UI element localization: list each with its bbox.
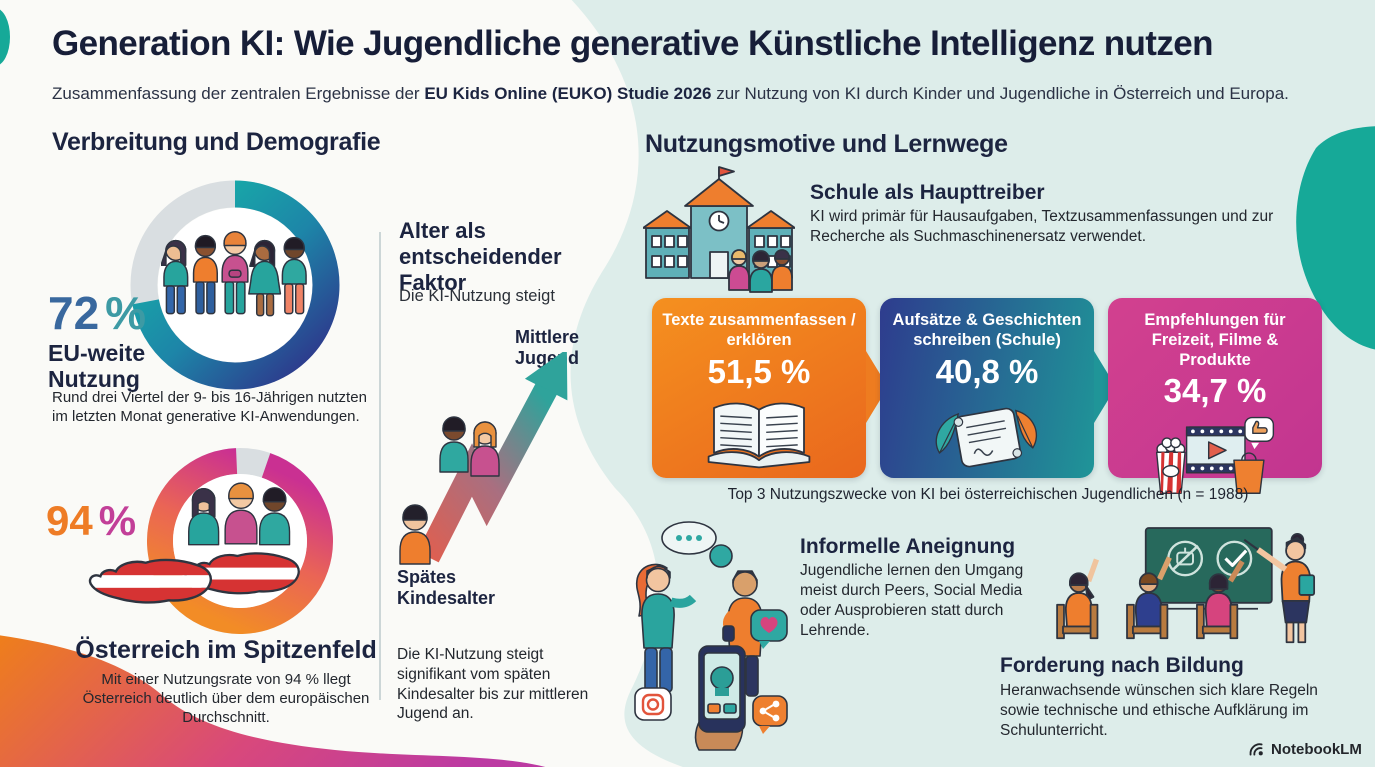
teens-group-icon: [161, 231, 307, 317]
page-subtitle: Zusammenfassung der zentralen Ergebnisse…: [52, 84, 1289, 104]
cards-caption: Top 3 Nutzungszwecke von KI bei österrei…: [727, 486, 1249, 503]
stat-card-title: Aufsätze & Geschichten schreiben (Schule…: [892, 311, 1082, 349]
stat-eu-value: 72%: [48, 287, 147, 339]
education-block-text: Heranwachsende wünschen sich klare Regel…: [1000, 682, 1318, 740]
stat-card-texte: Texte zusammenfassen / erklören 51,5 %: [652, 298, 866, 478]
stat-austria-title: Österreich im Spitzenfeld: [75, 636, 377, 664]
section-heading-nutzungsmotive: Nutzungsmotive und Lernwege: [645, 130, 1008, 158]
subtitle-pre: Zusammenfassung der zentralen Ergebnisse…: [52, 84, 425, 103]
stat-card-value: 40,8 %: [935, 352, 1039, 390]
stat-card-value: 34,7 %: [1163, 372, 1267, 410]
stat-card-empfehlungen: Empfehlungen für Freizeit, Filme & Produ…: [1108, 298, 1322, 495]
teens-trio-icon: [188, 482, 291, 546]
notebooklm-logo-icon: [1249, 743, 1263, 756]
stat-austria-caption: Mit einer Nutzungsrate von 94 % llegt Ös…: [82, 671, 370, 727]
stat-card-aufsaetze: Aufsätze & Geschichten schreiben (Schule…: [880, 298, 1094, 478]
school-block-title: Schule als Haupttreiber: [810, 181, 1045, 204]
stat-card-value: 51,5 %: [707, 352, 811, 390]
austria-map-icon-inner: [184, 552, 300, 595]
stat-eu-caption: Rund drei Viertel der 9- bis 16-Jährigen…: [52, 389, 367, 426]
section-heading-demografie: Verbreitung und Demografie: [52, 128, 381, 156]
age-caption: Die KI-Nutzung steigt signifikant vom sp…: [397, 646, 589, 723]
open-book-icon: [707, 402, 811, 468]
scroll-and-feathers-icon: [935, 407, 1038, 467]
notebooklm-label: NotebookLM: [1271, 741, 1362, 758]
school-building-icon: [643, 166, 795, 293]
stat-austria-value: 94%: [46, 497, 137, 544]
classroom-illustration: [1056, 527, 1316, 644]
column-divider: [379, 232, 381, 700]
page-title: Generation KI: Wie Jugendliche generativ…: [52, 24, 1213, 63]
media-popcorn-shopping-icon: [1155, 417, 1275, 495]
subtitle-study-name: EU Kids Online (EUKO) Studie 2026: [424, 84, 712, 103]
school-block-text: KI wird primär für Hausaufgaben, Textzus…: [810, 208, 1274, 246]
age-bottom-label: Spätes Kindesalter: [397, 567, 496, 608]
education-block-title: Forderung nach Bildung: [1000, 654, 1244, 677]
informal-block-text: Jugendliche lernen den Umgang meist durc…: [800, 562, 1024, 640]
subtitle-post: zur Nutzung von KI durch Kinder und Juge…: [711, 84, 1289, 103]
rising-arrow-illustration: [399, 352, 568, 565]
stat-card-title: Empfehlungen für Freizeit, Filme & Produ…: [1144, 311, 1286, 369]
age-section-heading: Alter als entscheidender Faktor: [399, 218, 562, 295]
informal-block-title: Informelle Aneignung: [800, 535, 1016, 558]
peers-phone-illustration: [634, 521, 788, 751]
notebooklm-watermark: NotebookLM: [1248, 741, 1362, 758]
stat-eu-label: EU-weite Nutzung: [48, 340, 146, 393]
austria-map-icon: [88, 558, 212, 604]
age-section-subtitle: Die KI-Nutzung steigt: [399, 287, 555, 305]
stat-card-title: Texte zusammenfassen / erklören: [662, 311, 856, 349]
